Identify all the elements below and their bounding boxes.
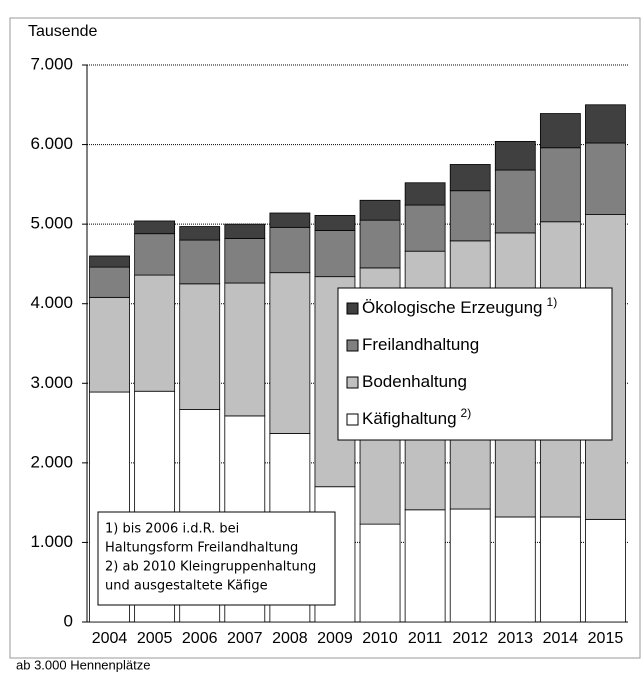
bar-segment <box>179 226 221 241</box>
bar-segment <box>134 233 176 276</box>
footnote: 1) bis 2006 i.d.R. bei <box>105 522 239 537</box>
bar-segment <box>359 199 401 221</box>
bar-segment <box>494 169 536 234</box>
legend-swatch <box>346 376 359 389</box>
bar-segment <box>134 220 176 235</box>
legend-name: Ökologische Erzeugung <box>362 298 543 317</box>
x-tick-label: 2015 <box>588 630 624 647</box>
frame <box>9 17 641 659</box>
bar-segment <box>404 204 446 252</box>
x-tick-label: 2005 <box>137 630 173 647</box>
x-tick-label: 2009 <box>317 630 353 647</box>
bar-segment <box>359 523 401 623</box>
bar-segment <box>449 164 491 192</box>
bar-segment <box>539 147 581 223</box>
x-tick-label: 2008 <box>272 630 308 647</box>
y-tick-label: 4.000 <box>30 293 73 312</box>
legend-label: Freilandhaltung <box>362 335 479 354</box>
y-tick-label: 7.000 <box>30 54 73 73</box>
bar-segment <box>269 272 311 434</box>
bar-segment <box>539 113 581 149</box>
bar-segment <box>359 219 401 269</box>
bar-segment <box>89 255 130 268</box>
footnote: und ausgestaltete Käfige <box>105 579 268 594</box>
y-tick-label: 6.000 <box>30 134 73 153</box>
legend-label: Bodenhaltung <box>362 372 467 391</box>
legend-swatch <box>346 413 359 426</box>
x-tick-label: 2012 <box>452 630 488 647</box>
bar-segment <box>585 142 626 215</box>
bar-segment <box>314 230 356 278</box>
legend-label: Ökologische Erzeugung 1) <box>362 295 557 317</box>
x-tick-label: 2011 <box>408 630 443 647</box>
bar-segment <box>269 212 311 228</box>
y-tick-label: 0 <box>64 611 73 630</box>
bar-segment <box>269 226 311 274</box>
bar-segment <box>494 516 536 623</box>
y-tick-label: 3.000 <box>30 373 73 392</box>
bar-segment <box>89 266 130 298</box>
legend-label: Käfighaltung 2) <box>362 406 471 428</box>
footnote: Haltungsform Freilandhaltung <box>105 541 298 556</box>
legend-swatch <box>346 339 359 352</box>
legend-name: Käfighaltung <box>362 409 457 428</box>
x-tick-label: 2004 <box>92 630 128 647</box>
legend-name: Bodenhaltung <box>362 372 467 391</box>
legend-note: 2) <box>461 406 472 420</box>
legend-box <box>337 287 613 441</box>
x-tick-label: 2013 <box>497 630 533 647</box>
bar-segment <box>449 508 491 623</box>
bar-segment <box>494 140 536 171</box>
bar-segment <box>585 518 626 623</box>
x-tick-label: 2010 <box>362 630 398 647</box>
bar-segment <box>134 274 176 392</box>
footnote-box <box>97 511 336 606</box>
y-tick-label: 2.000 <box>30 452 73 471</box>
legend-note: 1) <box>547 295 558 309</box>
x-tick-label: 2006 <box>182 630 218 647</box>
y-tick-label: 5.000 <box>30 214 73 233</box>
bar-segment <box>89 296 130 393</box>
bar-segment <box>179 283 221 410</box>
legend-name: Freilandhaltung <box>362 335 479 354</box>
bar-segment <box>314 214 356 231</box>
bar-segment <box>224 223 266 239</box>
bar-segment <box>585 104 626 144</box>
bar-segment <box>404 182 446 206</box>
bar-segment <box>224 238 266 284</box>
y-tick-label: 1.000 <box>30 532 73 551</box>
x-tick-label: 2007 <box>227 630 263 647</box>
x-tick-label: 2014 <box>543 630 579 647</box>
bar-segment <box>224 282 266 417</box>
bar-segment <box>404 509 446 623</box>
source: ab 3.000 Hennenplätze <box>16 657 150 672</box>
bar-segment <box>539 516 581 623</box>
y-axis-label: Tausende <box>28 23 97 40</box>
bar-segment <box>179 239 221 285</box>
bar-segment <box>449 190 491 242</box>
footnote: 2) ab 2010 Kleingruppenhaltung <box>105 560 316 575</box>
legend-swatch <box>346 302 359 315</box>
